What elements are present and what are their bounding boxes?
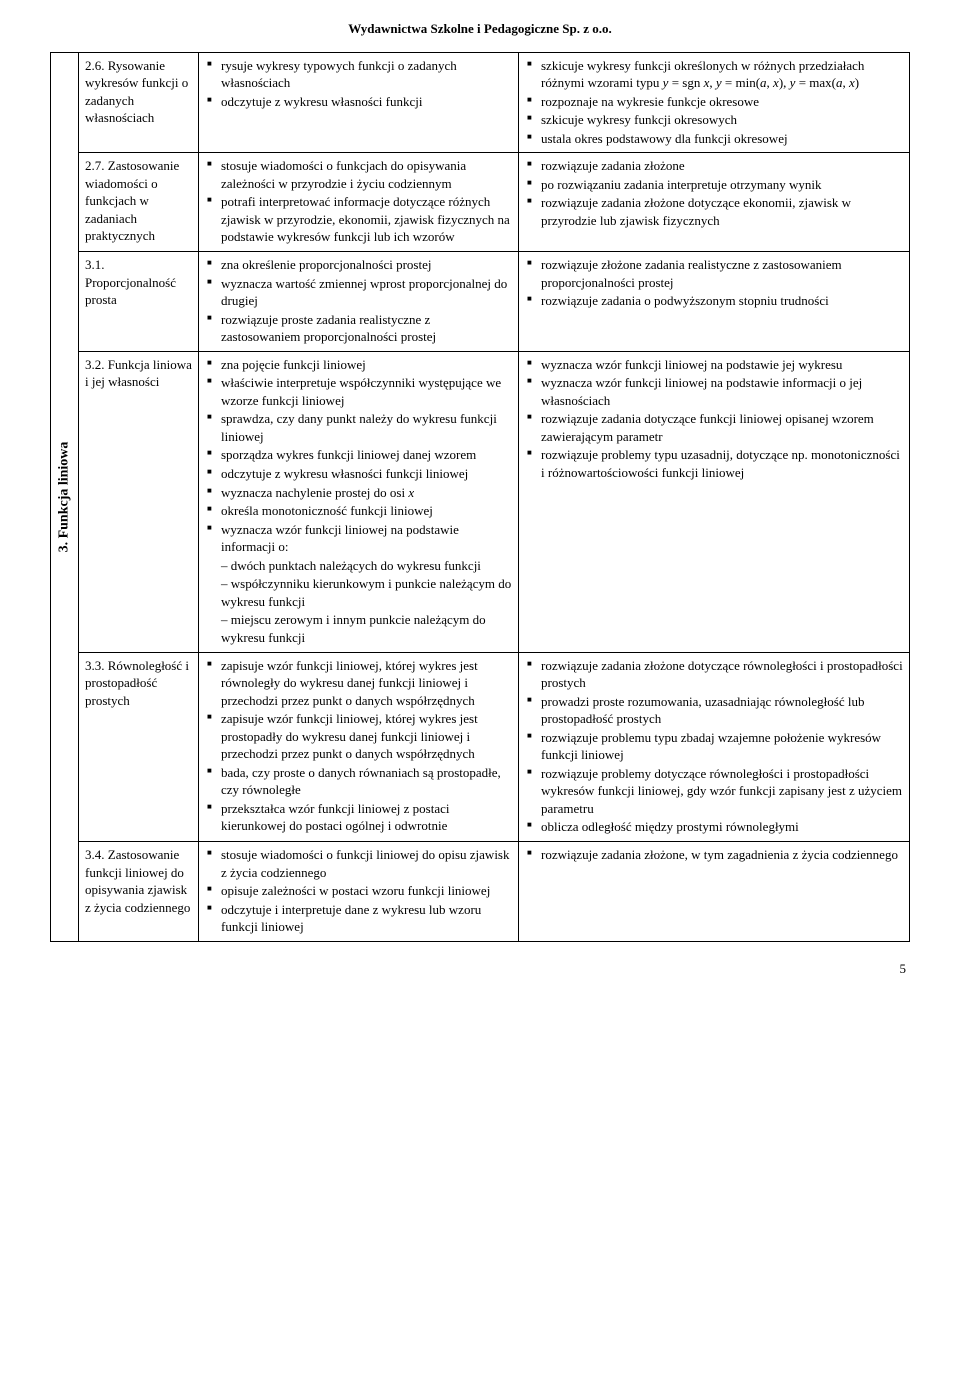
skill-item: bada, czy proste o danych równaniach są … <box>205 764 512 799</box>
skill-item: wyznacza wzór funkcji liniowej na podsta… <box>525 374 903 409</box>
skill-item: wyznacza nachylenie prostej do osi x <box>205 484 512 502</box>
skill-item: określa monotoniczność funkcji liniowej <box>205 502 512 520</box>
extended-skills-cell: rozwiązuje zadania złożone, w tym zagadn… <box>519 841 910 941</box>
skill-item: rozwiązuje zadania złożone dotyczące eko… <box>525 194 903 229</box>
skill-item: rozwiązuje problemu typu zbadaj wzajemne… <box>525 729 903 764</box>
skill-item: właściwie interpretuje współczynniki wys… <box>205 374 512 409</box>
skill-item: stosuje wiadomości o funkcjach do opisyw… <box>205 157 512 192</box>
skill-item: rozwiązuje zadania złożone, w tym zagadn… <box>525 846 903 864</box>
skill-item: prowadzi proste rozumowania, uzasadniają… <box>525 693 903 728</box>
skill-item: zna pojęcie funkcji liniowej <box>205 356 512 374</box>
skill-item: wyznacza wzór funkcji liniowej na podsta… <box>525 356 903 374</box>
skill-item: szkicuje wykresy funkcji okresowych <box>525 111 903 129</box>
skill-item: szkicuje wykresy funkcji określonych w r… <box>525 57 903 92</box>
skill-item: odczytuje z wykresu własności funkcji li… <box>205 465 512 483</box>
skill-item: wyznacza wartość zmiennej wprost proporc… <box>205 275 512 310</box>
skill-subitem: – współczynniku kierunkowym i punkcie na… <box>205 575 512 610</box>
skill-item: rozwiązuje zadania o podwyższonym stopni… <box>525 292 903 310</box>
topic-cell: 3.3. Równoległość i prostopadłość prosty… <box>79 652 199 841</box>
skill-item: odczytuje i interpretuje dane z wykresu … <box>205 901 512 936</box>
skill-item: przekształca wzór funkcji liniowej z pos… <box>205 800 512 835</box>
curriculum-table: 3. Funkcja liniowa 2.6. Rysowanie wykresó… <box>50 52 910 942</box>
skill-item: sprawdza, czy dany punkt należy do wykre… <box>205 410 512 445</box>
basic-skills-cell: stosuje wiadomości o funkcjach do opisyw… <box>199 153 519 252</box>
basic-skills-cell: zna pojęcie funkcji liniowejwłaściwie in… <box>199 351 519 652</box>
skill-item: rozwiązuje problemy dotyczące równoległo… <box>525 765 903 818</box>
skill-item: rozwiązuje proste zadania realistyczne z… <box>205 311 512 346</box>
skill-item: odczytuje z wykresu własności funkcji <box>205 93 512 111</box>
skill-item: ustala okres podstawowy dla funkcji okre… <box>525 130 903 148</box>
skill-item: opisuje zależności w postaci wzoru funkc… <box>205 882 512 900</box>
skill-item: rysuje wykresy typowych funkcji o zadany… <box>205 57 512 92</box>
skill-item: rozpoznaje na wykresie funkcje okresowe <box>525 93 903 111</box>
skill-item: po rozwiązaniu zadania interpretuje otrz… <box>525 176 903 194</box>
topic-cell: 2.7. Zastosowanie wiadomości o funkcjach… <box>79 153 199 252</box>
basic-skills-cell: zapisuje wzór funkcji liniowej, której w… <box>199 652 519 841</box>
skill-item: wyznacza wzór funkcji liniowej na podsta… <box>205 521 512 556</box>
extended-skills-cell: rozwiązuje zadania złożone dotyczące rów… <box>519 652 910 841</box>
skill-item: rozwiązuje problemy typu uzasadnij, doty… <box>525 446 903 481</box>
skill-item: rozwiązuje zadania dotyczące funkcji lin… <box>525 410 903 445</box>
skill-item: zna określenie proporcjonalności prostej <box>205 256 512 274</box>
skill-item: rozwiązuje złożone zadania realistyczne … <box>525 256 903 291</box>
skill-subitem: – miejscu zerowym i innym punkcie należą… <box>205 611 512 646</box>
extended-skills-cell: rozwiązuje złożone zadania realistyczne … <box>519 252 910 352</box>
extended-skills-cell: szkicuje wykresy funkcji określonych w r… <box>519 52 910 153</box>
skill-item: zapisuje wzór funkcji liniowej, której w… <box>205 710 512 763</box>
topic-cell: 3.1. Proporcjonalność prosta <box>79 252 199 352</box>
skill-item: stosuje wiadomości o funkcji liniowej do… <box>205 846 512 881</box>
basic-skills-cell: zna określenie proporcjonalności prostej… <box>199 252 519 352</box>
publisher-header: Wydawnictwa Szkolne i Pedagogiczne Sp. z… <box>50 20 910 38</box>
skill-item: sporządza wykres funkcji liniowej danej … <box>205 446 512 464</box>
section-side-label: 3. Funkcja liniowa <box>51 52 79 941</box>
skill-item: rozwiązuje zadania złożone dotyczące rów… <box>525 657 903 692</box>
skill-subitem: – dwóch punktach należących do wykresu f… <box>205 557 512 575</box>
extended-skills-cell: wyznacza wzór funkcji liniowej na podsta… <box>519 351 910 652</box>
section-side-label-text: 3. Funkcja liniowa <box>55 441 74 552</box>
extended-skills-cell: rozwiązuje zadania złożonepo rozwiązaniu… <box>519 153 910 252</box>
page-number: 5 <box>50 960 910 978</box>
skill-item: rozwiązuje zadania złożone <box>525 157 903 175</box>
skill-item: potrafi interpretować informacje dotyczą… <box>205 193 512 246</box>
skill-item: oblicza odległość między prostymi równol… <box>525 818 903 836</box>
skill-item: zapisuje wzór funkcji liniowej, której w… <box>205 657 512 710</box>
topic-cell: 2.6. Rysowanie wykresów funkcji o zadany… <box>79 52 199 153</box>
basic-skills-cell: rysuje wykresy typowych funkcji o zadany… <box>199 52 519 153</box>
topic-cell: 3.2. Funkcja liniowa i jej własności <box>79 351 199 652</box>
basic-skills-cell: stosuje wiadomości o funkcji liniowej do… <box>199 841 519 941</box>
topic-cell: 3.4. Zastosowanie funkcji liniowej do op… <box>79 841 199 941</box>
